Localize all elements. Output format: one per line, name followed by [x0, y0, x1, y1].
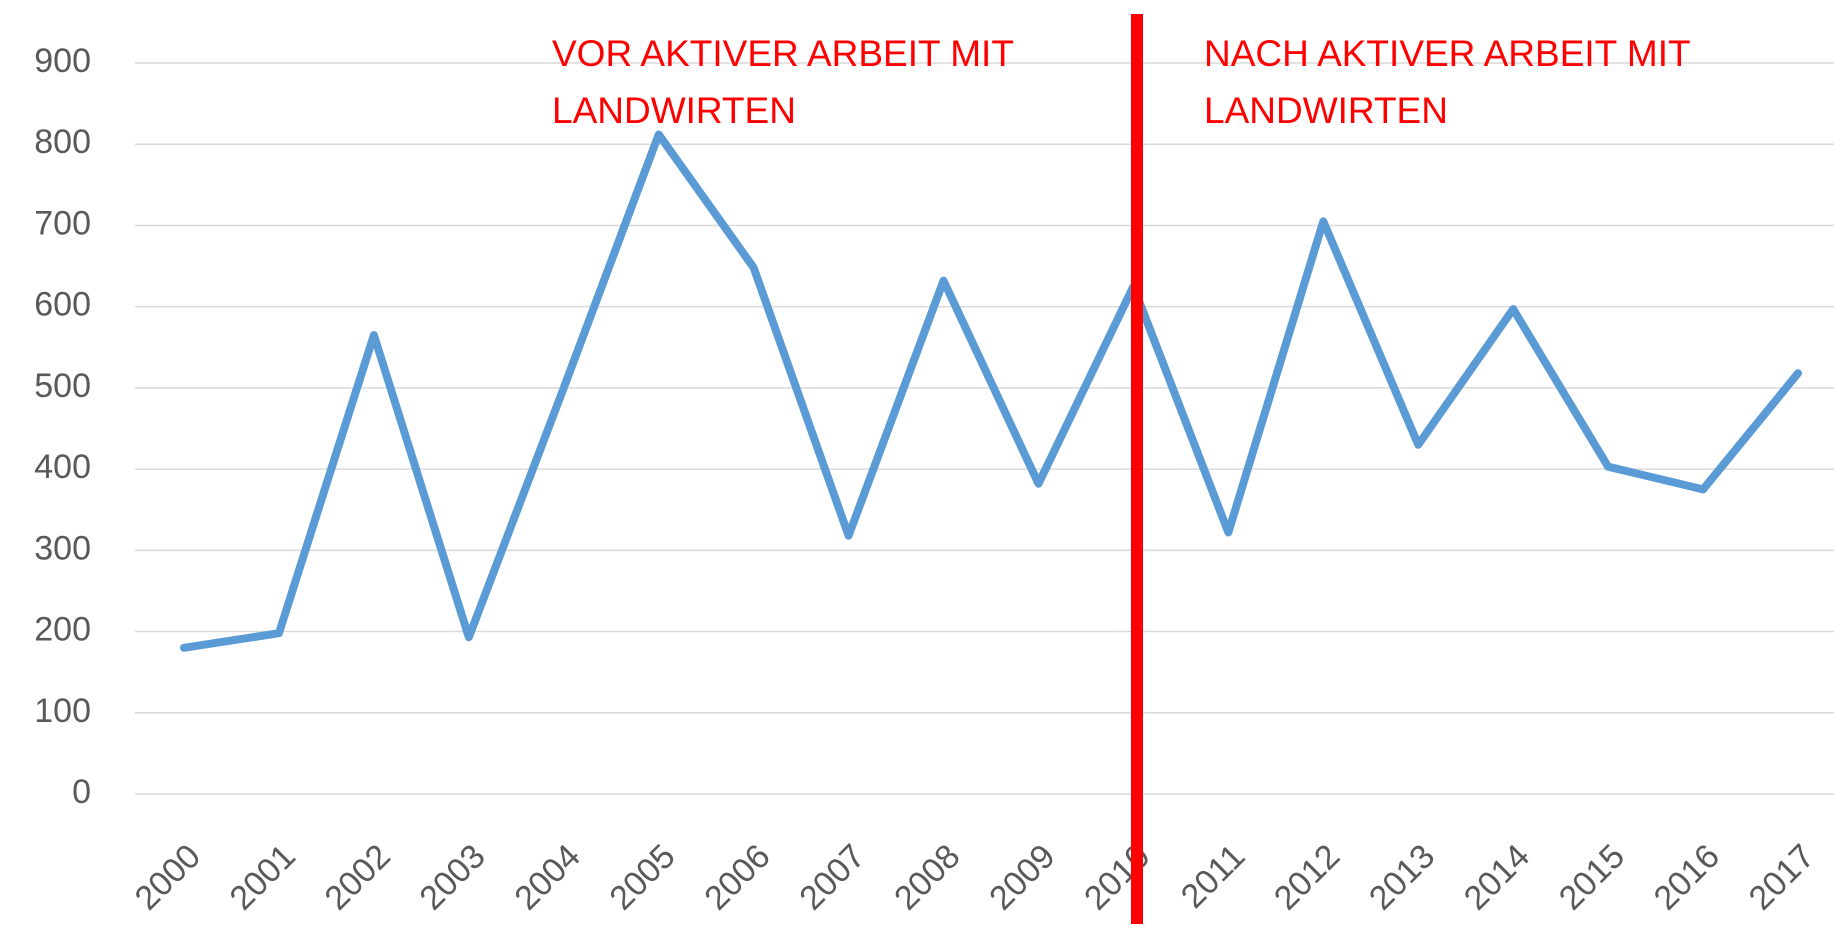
x-tick-label: 2001 — [223, 837, 303, 917]
annotation: NACH AKTIVER ARBEIT MIT — [1204, 33, 1691, 74]
x-tick-label: 2015 — [1552, 837, 1632, 917]
x-tick-label: 2007 — [792, 837, 872, 917]
x-tick-label: 2017 — [1742, 837, 1822, 917]
x-tick-label: 2004 — [507, 837, 587, 917]
x-tick-label: 2010 — [1077, 837, 1157, 917]
x-tick-label: 2000 — [128, 837, 208, 917]
x-tick-label: 2012 — [1267, 837, 1347, 917]
x-tick-label: 2014 — [1457, 837, 1537, 917]
x-tick-label: 2005 — [602, 837, 682, 917]
x-tick-label: 2006 — [697, 837, 777, 917]
annotation: LANDWIRTEN — [552, 90, 796, 131]
y-tick-label: 800 — [34, 123, 91, 161]
x-tick-label: 2011 — [1174, 837, 1253, 916]
annotation: VOR AKTIVER ARBEIT MIT — [552, 33, 1014, 74]
y-tick-label: 700 — [34, 204, 91, 242]
y-tick-label: 500 — [34, 367, 91, 405]
y-tick-label: 0 — [72, 773, 91, 811]
x-tick-label: 2013 — [1362, 837, 1442, 917]
y-tick-label: 900 — [34, 42, 91, 80]
x-tick-label: 2003 — [412, 837, 492, 917]
y-tick-label: 100 — [34, 692, 91, 730]
x-tick-label: 2002 — [318, 837, 398, 917]
annotation: LANDWIRTEN — [1204, 90, 1448, 131]
y-tick-label: 200 — [34, 611, 91, 649]
data-line — [180, 130, 1802, 652]
x-tick-label: 2008 — [887, 837, 967, 917]
x-tick-label: 2016 — [1647, 837, 1727, 917]
y-tick-label: 300 — [34, 529, 91, 567]
x-tick-label: 2009 — [982, 837, 1062, 917]
y-tick-label: 600 — [34, 286, 91, 324]
y-tick-label: 400 — [34, 448, 91, 486]
